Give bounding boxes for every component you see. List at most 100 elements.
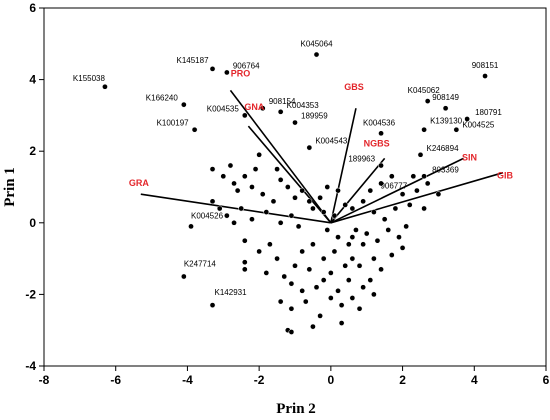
axis-ticks: -8 -6 -4 -2 0 2 4 6 -4 -2 0 2 4 6 [25, 1, 549, 387]
data-point [349, 234, 356, 240]
data-point [270, 198, 277, 205]
point-label: K246894 [427, 144, 460, 153]
data-point [360, 241, 366, 248]
data-point [310, 241, 316, 248]
point-label: K004535 [207, 104, 240, 113]
point-label: 803369 [432, 165, 459, 174]
data-point [295, 223, 302, 230]
data-point [335, 187, 341, 194]
data-point [353, 227, 359, 233]
data-point [306, 266, 313, 273]
data-point [281, 273, 288, 280]
data-point [367, 187, 374, 194]
data-points [102, 51, 488, 335]
vector-label: NGBS [364, 138, 390, 148]
data-point [360, 198, 366, 205]
data-point [231, 219, 237, 226]
labeled-data-point [102, 83, 108, 90]
loading-vector [330, 108, 357, 223]
point-label: K145187 [176, 56, 209, 65]
point-label: K155038 [73, 74, 106, 83]
data-point [209, 198, 216, 205]
data-point [399, 191, 406, 198]
data-point [345, 277, 352, 283]
data-point [320, 209, 327, 215]
y-tick-label: 4 [29, 73, 36, 87]
y-tick-label: -2 [25, 287, 36, 301]
data-point [256, 248, 262, 255]
data-point [241, 266, 248, 273]
data-point [256, 151, 262, 158]
labeled-data-point [378, 130, 384, 137]
y-tick-label: 6 [29, 1, 36, 15]
x-axis-title: Prin 2 [276, 401, 316, 417]
data-point [277, 219, 284, 226]
data-point [360, 284, 366, 291]
data-point [234, 187, 241, 194]
vector-label: GNA [244, 102, 265, 112]
point-label: K166240 [146, 94, 179, 103]
labeled-data-point [482, 73, 488, 79]
data-point [231, 180, 237, 187]
data-point [306, 198, 313, 205]
data-point [292, 194, 298, 201]
data-point [403, 223, 410, 230]
data-point [356, 305, 363, 312]
data-point [328, 295, 334, 301]
data-point [367, 277, 374, 283]
data-point [227, 162, 234, 169]
labeled-data-point [442, 105, 449, 112]
vector-labels: PRO GNA GRA GBS NGBS SIN GIB [129, 68, 514, 188]
data-point [292, 262, 298, 269]
point-label: K004353 [287, 101, 320, 110]
x-tick-label: 4 [471, 373, 478, 387]
vector-label: GRA [129, 178, 150, 188]
data-point [374, 237, 381, 244]
data-point [324, 227, 331, 233]
y-tick-label: -4 [25, 359, 36, 373]
data-point [288, 212, 295, 219]
labeled-data-point [259, 105, 266, 112]
labeled-data-point [188, 223, 194, 230]
data-point [252, 166, 259, 172]
point-label: 180791 [475, 108, 502, 117]
data-point [406, 202, 413, 208]
x-tick-label: -4 [182, 373, 193, 387]
vector-label: GIB [497, 171, 514, 181]
point-label: K247714 [184, 260, 217, 269]
labeled-data-point [388, 173, 395, 180]
loading-vector [247, 125, 332, 224]
y-tick-label: 0 [29, 216, 36, 230]
data-point [288, 305, 295, 312]
data-point [209, 166, 216, 172]
data-point [317, 194, 323, 201]
data-point [388, 252, 395, 258]
labeled-data-point [180, 101, 187, 108]
data-point [274, 255, 280, 262]
data-point [414, 187, 420, 194]
data-point [238, 205, 245, 212]
point-label: K004525 [462, 121, 495, 130]
labeled-data-point [313, 51, 320, 58]
data-point [241, 173, 248, 180]
labeled-data-point [209, 302, 216, 308]
x-tick-label: 2 [399, 373, 406, 387]
point-label: 908151 [472, 61, 499, 70]
loading-vector [140, 193, 331, 224]
labeled-data-point [464, 116, 470, 122]
data-point [363, 230, 370, 237]
x-tick-label: 0 [328, 373, 335, 387]
data-point [299, 187, 306, 194]
vector-label: SIN [462, 152, 477, 162]
loading-vector [229, 89, 332, 224]
data-point [249, 184, 255, 190]
point-label: K004543 [315, 137, 348, 146]
data-point [378, 180, 384, 187]
data-point [435, 191, 442, 198]
point-label: K100197 [157, 119, 190, 128]
data-point [220, 173, 227, 180]
labeled-data-point [453, 126, 460, 133]
point-label: K139130 [430, 117, 463, 126]
data-point [399, 245, 406, 251]
point-label: K045064 [300, 40, 333, 49]
